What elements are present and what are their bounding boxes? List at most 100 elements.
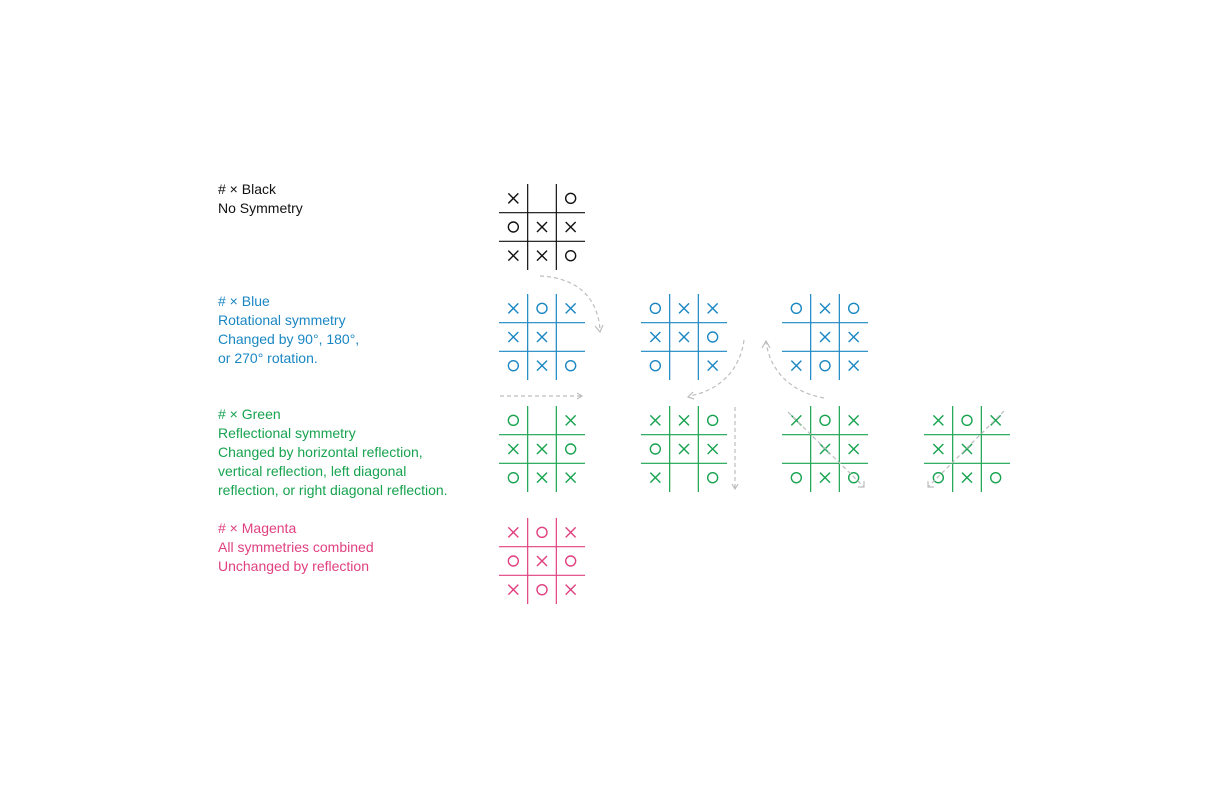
- board-blue-1: [499, 294, 585, 380]
- o-mark: [536, 583, 548, 596]
- o-mark: [564, 249, 577, 262]
- x-mark: [507, 331, 519, 343]
- board-grid: [641, 294, 727, 380]
- o-mark: [819, 414, 831, 427]
- legend-green: # × Green Reflectional symmetry Changed …: [218, 405, 448, 500]
- x-mark: [678, 414, 690, 426]
- x-mark: [649, 414, 661, 426]
- x-mark: [819, 302, 831, 314]
- x-mark: [678, 443, 690, 455]
- board-grid: [499, 518, 585, 604]
- legend-black-title: # × Black: [218, 181, 276, 197]
- o-mark: [507, 471, 520, 484]
- o-mark: [649, 302, 662, 315]
- board-green-4: [924, 406, 1010, 492]
- o-mark: [564, 192, 577, 205]
- x-mark: [848, 443, 860, 455]
- board-blue-3: [782, 294, 868, 380]
- x-mark: [932, 443, 944, 455]
- board-magenta: [499, 518, 585, 604]
- x-mark: [565, 302, 577, 314]
- board-grid: [641, 406, 727, 492]
- o-mark: [790, 302, 803, 315]
- o-mark: [706, 414, 719, 427]
- board-green-1: [499, 406, 585, 492]
- legend-green-line-4: reflection, or right diagonal reflection…: [218, 482, 448, 498]
- x-mark: [536, 360, 548, 372]
- x-mark: [819, 472, 831, 484]
- x-mark: [961, 443, 973, 455]
- o-mark: [847, 302, 860, 315]
- x-mark: [848, 414, 860, 426]
- x-mark: [565, 472, 577, 484]
- x-mark: [961, 472, 973, 484]
- o-mark: [564, 359, 577, 372]
- o-mark: [847, 471, 860, 484]
- x-mark: [565, 221, 577, 233]
- board-green-3: [782, 406, 868, 492]
- x-mark: [507, 192, 519, 204]
- x-mark: [848, 331, 860, 343]
- x-mark: [536, 472, 548, 484]
- x-mark: [790, 414, 802, 426]
- x-mark: [819, 331, 831, 343]
- board-blue-2: [641, 294, 727, 380]
- x-mark: [536, 331, 548, 343]
- x-mark: [649, 331, 661, 343]
- o-mark: [989, 471, 1002, 484]
- o-mark: [706, 471, 719, 484]
- legend-green-line-1: Reflectional symmetry: [218, 425, 356, 441]
- board-grid: [499, 406, 585, 492]
- legend-blue-line-3: or 270° rotation.: [218, 350, 318, 366]
- x-mark: [565, 414, 577, 426]
- x-mark: [507, 526, 519, 538]
- o-mark: [961, 414, 973, 427]
- x-mark: [678, 331, 690, 343]
- legend-magenta-title: # × Magenta: [218, 520, 297, 536]
- legend-blue: # × Blue Rotational symmetry Changed by …: [218, 292, 359, 368]
- legend-black-line-1: No Symmetry: [218, 200, 303, 216]
- legend-blue-line-2: Changed by 90°, 180°,: [218, 331, 360, 347]
- legend-magenta: # × Magenta All symmetries combined Unch…: [218, 519, 374, 576]
- x-mark: [848, 360, 860, 372]
- board-black-original: [499, 184, 585, 270]
- x-mark: [707, 360, 719, 372]
- x-mark: [707, 302, 719, 314]
- board-grid: [924, 406, 1010, 492]
- board-green-2: [641, 406, 727, 492]
- x-mark: [790, 360, 802, 372]
- x-mark: [819, 443, 831, 455]
- o-mark: [507, 555, 520, 567]
- o-mark: [507, 359, 520, 372]
- o-mark: [564, 555, 577, 567]
- legend-magenta-line-2: Unchanged by reflection: [218, 558, 369, 574]
- x-mark: [536, 555, 548, 567]
- x-mark: [507, 584, 519, 596]
- o-mark: [507, 221, 520, 233]
- x-mark: [536, 443, 548, 455]
- legend-blue-line-1: Rotational symmetry: [218, 312, 346, 328]
- x-mark: [507, 250, 519, 262]
- legend-blue-title: # × Blue: [218, 293, 270, 309]
- x-mark: [507, 302, 519, 314]
- x-mark: [932, 414, 944, 426]
- o-mark: [649, 443, 662, 455]
- x-mark: [507, 443, 519, 455]
- board-grid: [782, 406, 868, 492]
- legend-green-line-2: Changed by horizontal reflection,: [218, 444, 423, 460]
- x-mark: [678, 302, 690, 314]
- x-mark: [565, 526, 577, 538]
- o-mark: [790, 471, 803, 484]
- x-mark: [990, 414, 1002, 426]
- o-mark: [819, 359, 831, 372]
- legend-green-title: # × Green: [218, 406, 281, 422]
- o-mark: [649, 359, 662, 372]
- o-mark: [536, 302, 548, 315]
- x-mark: [536, 221, 548, 233]
- board-grid: [499, 294, 585, 380]
- x-mark: [536, 250, 548, 262]
- legend-green-line-3: vertical reflection, left diagonal: [218, 463, 407, 479]
- o-mark: [932, 471, 945, 484]
- x-mark: [707, 443, 719, 455]
